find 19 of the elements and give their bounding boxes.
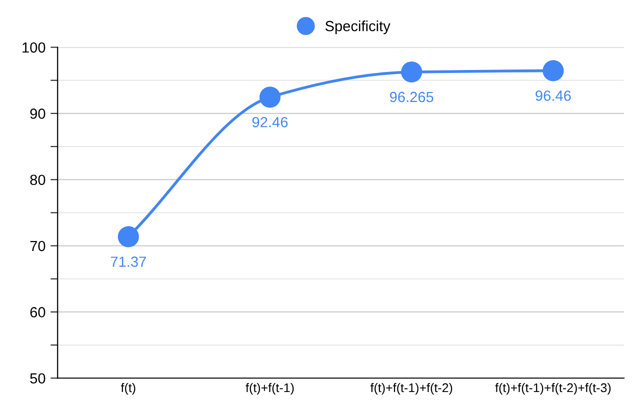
data-label: 96.265: [390, 92, 434, 102]
y-tick-label: 70: [30, 240, 46, 252]
y-tick-label: 90: [30, 108, 46, 119]
data-label: 92.46: [252, 116, 288, 128]
point: [542, 60, 564, 82]
x-tick-label: f(t)+f(t-1)+f(t-2): [370, 382, 452, 395]
legend-label: Specificity: [325, 20, 390, 34]
y-tick-label: 50: [30, 373, 46, 384]
y-tick-label: 100: [22, 42, 46, 53]
data-label: 71.37: [110, 256, 146, 267]
x-tick-label: f(t): [120, 382, 136, 395]
x-tick-label: f(t)+f(t-1)+f(t-2)+f(t-3): [495, 382, 611, 395]
y-tick-label: 60: [30, 307, 46, 318]
y-tick-label: 80: [30, 174, 46, 186]
point: [259, 86, 281, 108]
point: [401, 61, 422, 83]
data-label: 96.46: [536, 90, 571, 101]
point: [118, 226, 139, 248]
x-tick-label: f(t)+f(t-1): [246, 382, 294, 395]
